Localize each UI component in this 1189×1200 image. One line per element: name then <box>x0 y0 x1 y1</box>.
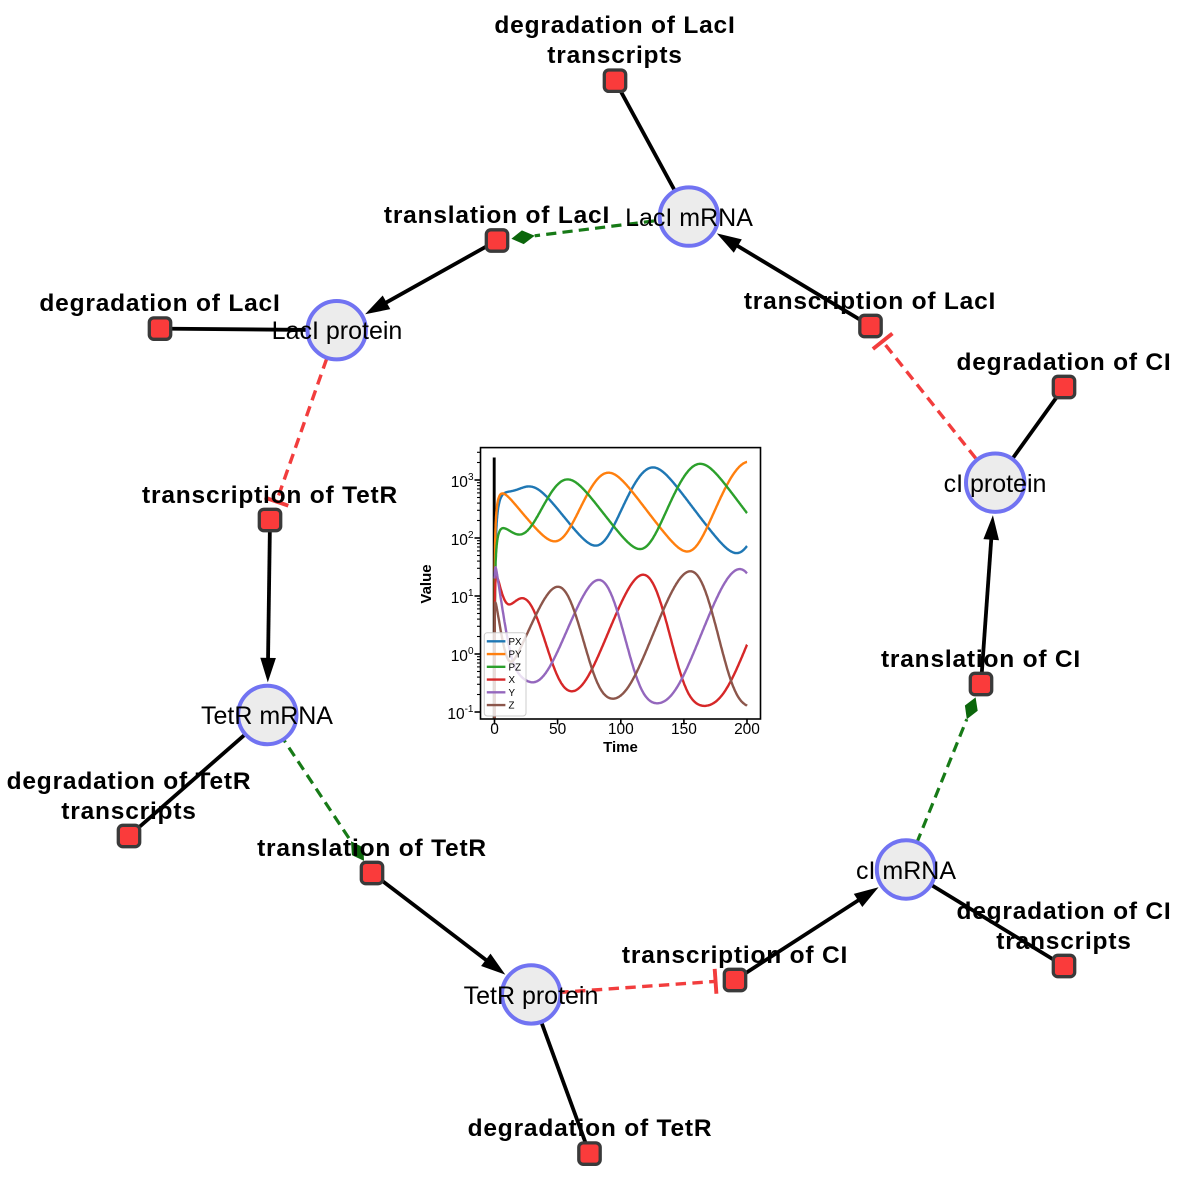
svg-text:Time: Time <box>603 739 638 756</box>
svg-text:50: 50 <box>549 721 567 738</box>
svg-text:transcription of CI: transcription of CI <box>622 942 848 969</box>
svg-text:degradation of LacI: degradation of LacI <box>494 12 735 39</box>
svg-text:100: 100 <box>608 721 634 738</box>
svg-text:degradation of TetR: degradation of TetR <box>468 1115 713 1142</box>
svg-text:transcription of LacI: transcription of LacI <box>744 288 996 315</box>
svg-text:200: 200 <box>734 721 760 738</box>
svg-text:0: 0 <box>490 721 499 738</box>
svg-text:PZ: PZ <box>509 662 522 673</box>
svg-text:LacI protein: LacI protein <box>272 317 403 345</box>
svg-text:150: 150 <box>671 721 697 738</box>
svg-text:cI protein: cI protein <box>944 470 1047 498</box>
svg-text:transcripts: transcripts <box>547 42 682 69</box>
svg-text:cI mRNA: cI mRNA <box>856 857 956 885</box>
svg-text:LacI mRNA: LacI mRNA <box>625 204 753 232</box>
svg-text:X: X <box>509 675 516 686</box>
svg-text:translation of TetR: translation of TetR <box>257 835 487 862</box>
svg-text:transcripts: transcripts <box>61 798 196 825</box>
svg-text:PY: PY <box>509 650 523 661</box>
svg-text:TetR mRNA: TetR mRNA <box>201 702 333 730</box>
svg-text:translation of CI: translation of CI <box>881 646 1081 673</box>
svg-text:degradation of TetR: degradation of TetR <box>7 768 252 795</box>
svg-text:Value: Value <box>418 564 435 603</box>
svg-text:Z: Z <box>509 701 515 712</box>
svg-text:degradation of CI: degradation of CI <box>956 898 1171 925</box>
svg-text:degradation of CI: degradation of CI <box>956 349 1171 376</box>
svg-text:transcripts: transcripts <box>996 928 1131 955</box>
svg-text:translation of LacI: translation of LacI <box>384 202 610 229</box>
svg-text:degradation of LacI: degradation of LacI <box>39 290 280 317</box>
svg-text:TetR protein: TetR protein <box>464 982 599 1010</box>
svg-text:PX: PX <box>509 637 523 648</box>
svg-text:transcription of TetR: transcription of TetR <box>142 482 398 509</box>
svg-text:Y: Y <box>509 688 516 699</box>
